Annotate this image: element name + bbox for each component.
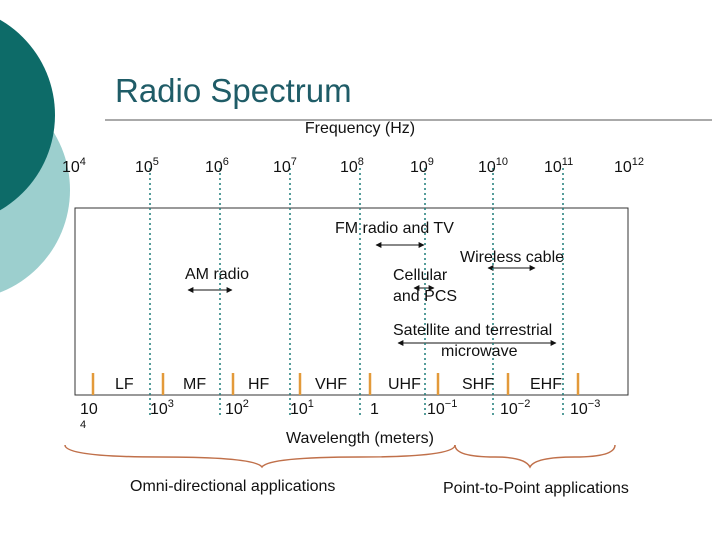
band-label: UHF	[388, 376, 421, 393]
wavelength-tick: 10 4	[80, 401, 98, 431]
band-label: VHF	[315, 376, 347, 393]
frequency-tick-base: 10	[614, 159, 632, 176]
frequency-tick: 106	[205, 156, 229, 176]
service-label: Satellite and terrestrial	[393, 322, 552, 339]
frequency-tick-exponent: 10	[496, 156, 508, 168]
wavelength-label: Wavelength (meters)	[286, 430, 434, 447]
service-label: Wireless cable	[460, 249, 564, 266]
wavelength-tick-exponent: −2	[518, 398, 531, 410]
wavelength-tick-base: 10	[225, 401, 243, 418]
frequency-tick-base: 10	[62, 159, 80, 176]
frequency-tick: 1012	[614, 156, 644, 176]
band-label: EHF	[530, 376, 562, 393]
decor-circle-dark	[0, 19, 55, 211]
application-label: Omni-directional applications	[130, 478, 335, 495]
frequency-tick: 105	[135, 156, 159, 176]
band-label: HF	[248, 376, 270, 393]
service-label: microwave	[441, 343, 518, 360]
application-label: Point-to-Point applications	[443, 480, 629, 497]
frequency-tick: 107	[273, 156, 297, 176]
wavelength-tick: 102	[225, 398, 249, 418]
frequency-tick-base: 10	[135, 159, 153, 176]
frequency-tick-exponent: 11	[562, 156, 573, 168]
frequency-tick-base: 10	[273, 159, 291, 176]
frequency-tick-base: 10	[478, 159, 496, 176]
band-label: LF	[115, 376, 134, 393]
wavelength-tick-exponent: 3	[168, 398, 174, 410]
brace-omni	[64, 444, 456, 469]
wavelength-tick-base: 10	[80, 401, 98, 418]
service-label: Cellular	[393, 267, 448, 284]
wavelength-tick: 101	[290, 398, 314, 418]
service-label: FM radio and TV	[335, 220, 454, 237]
frequency-tick-exponent: 12	[632, 156, 644, 168]
wavelength-tick-exponent: −3	[588, 398, 601, 410]
frequency-tick-base: 10	[205, 159, 223, 176]
wavelength-tick: 1	[370, 401, 379, 418]
frequency-tick-exponent: 8	[358, 156, 364, 168]
wavelength-tick-exponent: 1	[308, 398, 314, 410]
frequency-tick: 1010	[478, 156, 508, 176]
wavelength-tick-base: 10	[500, 401, 518, 418]
band-label: MF	[183, 376, 206, 393]
wavelength-tick-exponent: 4	[80, 419, 86, 431]
slide-title: Radio Spectrum	[115, 72, 352, 109]
wavelength-tick: 10−1	[427, 398, 457, 418]
wavelength-tick: 103	[150, 398, 174, 418]
wavelength-tick: 10−2	[500, 398, 530, 418]
frequency-tick: 109	[410, 156, 434, 176]
wavelength-tick-base: 10	[427, 401, 445, 418]
service-label: AM radio	[185, 266, 249, 283]
brace-p2p	[454, 444, 616, 469]
frequency-tick-exponent: 5	[153, 156, 159, 168]
frequency-tick: 104	[62, 156, 86, 176]
spectrum-box	[74, 207, 629, 396]
frequency-tick-base: 10	[340, 159, 358, 176]
wavelength-tick-base: 10	[570, 401, 588, 418]
band-label: SHF	[462, 376, 494, 393]
wavelength-tick-base: 10	[150, 401, 168, 418]
frequency-tick-base: 10	[410, 159, 428, 176]
frequency-tick-exponent: 9	[428, 156, 434, 168]
wavelength-tick: 10−3	[570, 398, 600, 418]
frequency-tick: 108	[340, 156, 364, 176]
frequency-tick-exponent: 4	[80, 156, 86, 168]
wavelength-tick-exponent: 2	[243, 398, 249, 410]
frequency-tick-exponent: 7	[291, 156, 297, 168]
frequency-tick-base: 10	[544, 159, 562, 176]
service-label: and PCS	[393, 288, 457, 305]
frequency-tick: 1011	[544, 156, 573, 176]
wavelength-tick-exponent: −1	[445, 398, 458, 410]
wavelength-tick-base: 10	[290, 401, 308, 418]
frequency-label: Frequency (Hz)	[305, 120, 415, 137]
wavelength-tick-base: 1	[370, 401, 379, 418]
frequency-tick-exponent: 6	[223, 156, 229, 168]
